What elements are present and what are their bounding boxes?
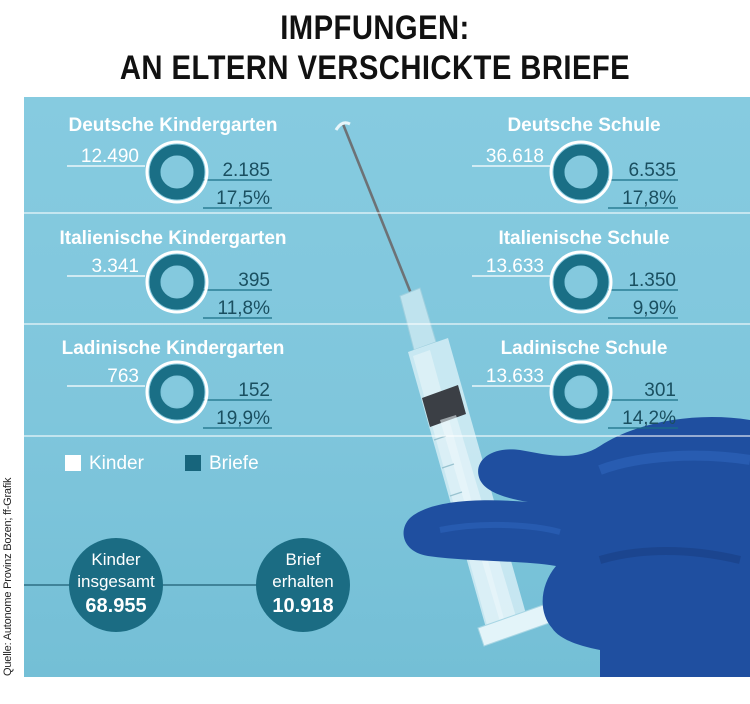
percent-value: 9,9% xyxy=(633,298,676,319)
donut-hole xyxy=(162,267,192,297)
kinder-ring xyxy=(145,250,209,314)
total-label-line1: Kinder xyxy=(91,550,140,569)
donut-hole xyxy=(162,377,192,407)
glove-icon xyxy=(403,417,750,677)
briefe-arc xyxy=(553,254,609,310)
legend: Kinder Briefe xyxy=(65,453,259,474)
totals: Kinder insgesamt 68.955 Brief erhalten 10.918 xyxy=(69,538,350,632)
kinder-ring xyxy=(549,360,613,424)
briefe-arc xyxy=(553,144,609,200)
percent-value: 14,2% xyxy=(622,408,676,429)
school-title: Deutsche Kindergarten xyxy=(68,115,277,136)
school-group: Ladinische Kindergarten 763 152 19,9% xyxy=(62,338,285,429)
school-group: Deutsche Kindergarten 12.490 2.185 17,5% xyxy=(67,115,278,209)
total-value: 68.955 xyxy=(85,595,146,617)
total-circle xyxy=(256,538,350,632)
school-group: Deutsche Schule 36.618 6.535 17,8% xyxy=(472,115,678,209)
school-group: Italienische Kindergarten 3.341 395 11,8% xyxy=(59,228,286,319)
school-donuts: Deutsche Kindergarten12.4902.18517,5%Deu… xyxy=(59,115,678,429)
school-title: Ladinische Schule xyxy=(501,338,668,359)
percent-value: 19,9% xyxy=(216,408,270,429)
briefe-value: 2.185 xyxy=(222,160,270,181)
school-title: Italienische Kindergarten xyxy=(59,228,286,249)
percent-value: 17,5% xyxy=(216,188,270,209)
percent-value: 11,8% xyxy=(218,298,271,319)
needle-icon xyxy=(341,123,414,297)
legend-label-kinder: Kinder xyxy=(89,453,145,474)
briefe-value: 6.535 xyxy=(628,160,676,181)
donut-hole xyxy=(566,267,596,297)
kinder-value: 12.490 xyxy=(81,146,139,167)
briefe-value: 1.350 xyxy=(628,270,676,291)
total-group: Kinder insgesamt 68.955 xyxy=(69,538,163,632)
syringe-hand-illustration xyxy=(334,121,750,677)
legend-swatch-kinder xyxy=(65,455,81,471)
briefe-value: 395 xyxy=(238,270,270,291)
kinder-value: 3.341 xyxy=(91,256,139,277)
briefe-arc xyxy=(149,144,205,200)
kinder-ring xyxy=(145,360,209,424)
donut-hole xyxy=(566,377,596,407)
school-title: Ladinische Kindergarten xyxy=(62,338,285,359)
percent-value: 17,8% xyxy=(622,188,676,209)
briefe-arc xyxy=(149,364,205,420)
donut-hole xyxy=(566,157,596,187)
total-group: Brief erhalten 10.918 xyxy=(256,538,350,632)
kinder-ring xyxy=(145,140,209,204)
kinder-ring xyxy=(549,250,613,314)
droplet-icon xyxy=(334,121,351,131)
kinder-value: 13.633 xyxy=(486,366,544,387)
donut-hole xyxy=(162,157,192,187)
briefe-value: 152 xyxy=(238,380,270,401)
kinder-value: 36.618 xyxy=(486,146,544,167)
school-title: Italienische Schule xyxy=(498,228,669,249)
total-label-line1: Brief xyxy=(286,550,321,569)
needle-hub-icon xyxy=(399,287,437,351)
title-line-2: AN ELTERN VERSCHICKTE BRIEFE xyxy=(119,49,631,87)
briefe-arc xyxy=(553,364,609,420)
legend-swatch-briefe xyxy=(185,455,201,471)
total-circle xyxy=(69,538,163,632)
school-group: Italienische Schule 13.633 1.350 9,9% xyxy=(472,228,678,319)
total-value: 10.918 xyxy=(272,595,333,617)
title-line-1: IMPFUNGEN: xyxy=(280,9,470,47)
briefe-arc xyxy=(149,254,205,310)
school-group: Ladinische Schule 13.633 301 14,2% xyxy=(472,338,678,429)
school-title: Deutsche Schule xyxy=(507,115,660,136)
kinder-ring xyxy=(549,140,613,204)
kinder-value: 763 xyxy=(107,366,139,387)
total-label-line2: insgesamt xyxy=(77,572,155,591)
row-separators xyxy=(24,212,750,437)
briefe-value: 301 xyxy=(644,380,676,401)
total-label-line2: erhalten xyxy=(272,572,333,591)
legend-label-briefe: Briefe xyxy=(209,453,259,474)
kinder-value: 13.633 xyxy=(486,256,544,277)
page-title: IMPFUNGEN: AN ELTERN VERSCHICKTE BRIEFE xyxy=(53,8,698,88)
